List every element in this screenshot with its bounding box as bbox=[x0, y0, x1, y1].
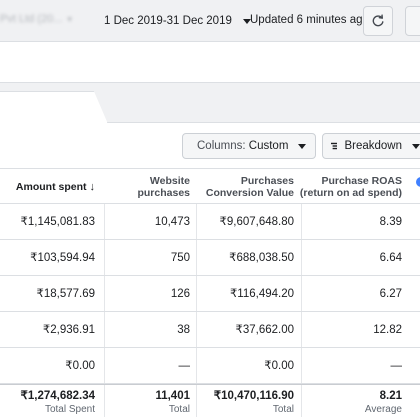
results-table: Amount spent ↓ Website purchases Purchase… bbox=[0, 169, 420, 417]
cell-website-purchases: 38 bbox=[177, 324, 190, 336]
column-divider bbox=[104, 169, 105, 417]
cell-amount-spent: ₹1,145,081.83 bbox=[20, 216, 95, 228]
chevron-down-icon: ▾ bbox=[67, 14, 72, 24]
total-purchase-roas: 8.21 Average bbox=[365, 389, 402, 416]
breakdown-label: Breakdown bbox=[344, 140, 402, 152]
cell-website-purchases: 126 bbox=[170, 288, 190, 300]
columns-button[interactable]: Columns: Custom bbox=[182, 133, 316, 159]
column-divider bbox=[196, 169, 197, 417]
breakdown-icon bbox=[331, 142, 338, 150]
total-website-purchases: 11,401 Total bbox=[155, 389, 190, 416]
cell-website-purchases: 750 bbox=[170, 252, 190, 264]
total-value: 8.21 bbox=[379, 390, 402, 402]
cell-purchase-roas: 12.82 bbox=[373, 324, 402, 336]
cell-amount-spent: ₹0.00 bbox=[65, 360, 95, 372]
table-header: Amount spent ↓ Website purchases Purchase… bbox=[0, 169, 420, 204]
active-tab[interactable] bbox=[0, 91, 108, 124]
total-value: 11,401 bbox=[155, 390, 190, 402]
table-row: ₹2,936.91 38 ₹37,662.00 12.82 bbox=[0, 312, 420, 348]
more-options-button[interactable] bbox=[405, 6, 420, 36]
date-range-label: 1 Dec 2019-31 Dec 2019 bbox=[104, 15, 232, 27]
cell-conversion-value: ₹37,662.00 bbox=[235, 324, 294, 336]
cell-conversion-value: ₹9,607,648.80 bbox=[219, 216, 294, 228]
total-conversion-value: ₹10,470,116.90 Total bbox=[214, 389, 294, 416]
header-line: Conversion Value bbox=[205, 186, 294, 199]
header-purchases-conversion-value[interactable]: Purchases Conversion Value bbox=[206, 169, 294, 204]
table-row: ₹1,145,081.83 10,473 ₹9,607,648.80 8.39 bbox=[0, 204, 420, 240]
totals-row: ₹1,274,682.34 Total Spent 11,401 Total ₹… bbox=[0, 384, 420, 417]
total-label: Total bbox=[168, 404, 190, 415]
table-row: ₹18,577.69 126 ₹116,494.20 6.27 bbox=[0, 276, 420, 312]
header-line: Website bbox=[149, 174, 190, 187]
cell-website-purchases: — bbox=[178, 360, 191, 372]
caret-down-icon bbox=[412, 143, 420, 149]
cell-conversion-value: ₹688,038.50 bbox=[229, 252, 294, 264]
cell-purchase-roas: 8.39 bbox=[379, 216, 402, 228]
top-bar: Pvt Ltd (20... ▾ 1 Dec 2019-31 Dec 2019 U… bbox=[0, 0, 420, 42]
cell-conversion-value: ₹0.00 bbox=[264, 360, 294, 372]
cell-purchase-roas: 6.64 bbox=[379, 252, 402, 264]
header-website-purchases[interactable]: Website purchases bbox=[137, 169, 190, 204]
cell-purchase-roas: — bbox=[390, 360, 403, 372]
total-value: ₹10,470,116.90 bbox=[213, 390, 294, 402]
refresh-button[interactable] bbox=[363, 6, 393, 36]
header-line: Purchase ROAS bbox=[321, 174, 402, 187]
table-row: ₹103,594.94 750 ₹688,038.50 6.64 bbox=[0, 240, 420, 276]
table-row: ₹0.00 — ₹0.00 — bbox=[0, 348, 420, 384]
columns-prefix: Columns: bbox=[197, 140, 246, 152]
columns-label: Columns: Custom bbox=[197, 140, 288, 152]
header-amount-spent[interactable]: Amount spent ↓ bbox=[16, 169, 95, 204]
total-label: Total Spent bbox=[44, 404, 95, 415]
total-amount-spent: ₹1,274,682.34 Total Spent bbox=[21, 389, 95, 416]
header-line: Purchases bbox=[240, 174, 294, 187]
total-value: ₹1,274,682.34 bbox=[20, 390, 95, 402]
date-range-picker[interactable]: 1 Dec 2019-31 Dec 2019 bbox=[104, 7, 251, 35]
sort-descending-icon: ↓ bbox=[89, 180, 96, 193]
cell-conversion-value: ₹116,494.20 bbox=[229, 288, 294, 300]
account-name: Pvt Ltd (20... bbox=[0, 13, 63, 25]
total-label: Total bbox=[272, 404, 294, 415]
column-divider bbox=[301, 169, 302, 417]
header-amount-spent-label: Amount spent bbox=[15, 180, 87, 193]
total-label: Average bbox=[364, 404, 402, 415]
header-purchase-roas[interactable]: Purchase ROAS (return on ad spend) bbox=[300, 169, 402, 204]
cell-amount-spent: ₹18,577.69 bbox=[36, 288, 95, 300]
columns-value: Custom bbox=[248, 140, 289, 152]
refresh-icon bbox=[372, 14, 384, 27]
cell-amount-spent: ₹103,594.94 bbox=[30, 252, 95, 264]
updated-status: Updated 6 minutes ago bbox=[250, 14, 369, 26]
secondary-bar bbox=[0, 43, 420, 83]
breakdown-button[interactable]: Breakdown bbox=[322, 133, 420, 159]
info-icon[interactable]: i bbox=[416, 177, 420, 187]
cell-purchase-roas: 6.27 bbox=[379, 288, 402, 300]
cell-amount-spent: ₹2,936.91 bbox=[42, 324, 95, 336]
header-line: (return on ad spend) bbox=[299, 186, 402, 199]
table-toolbar: Columns: Custom Breakdown bbox=[0, 123, 420, 169]
tab-bar bbox=[0, 83, 420, 124]
cell-website-purchases: 10,473 bbox=[154, 216, 190, 228]
caret-down-icon bbox=[242, 18, 251, 24]
account-selector[interactable]: Pvt Ltd (20... ▾ bbox=[0, 13, 72, 25]
header-line: purchases bbox=[137, 186, 190, 199]
caret-down-icon bbox=[298, 143, 307, 149]
